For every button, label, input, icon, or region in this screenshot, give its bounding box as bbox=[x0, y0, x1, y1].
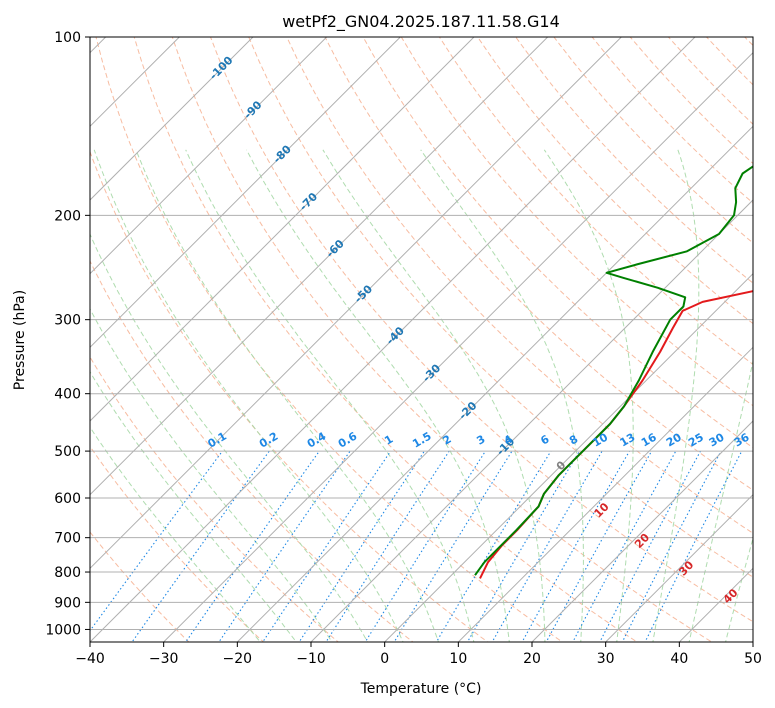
y-tick-label: 700 bbox=[54, 531, 81, 547]
isotherm-line bbox=[605, 493, 753, 642]
isotherm-line bbox=[90, 37, 328, 275]
x-axis: −40 −30 −20 −10 0 10 20 30 40 50 bbox=[75, 642, 762, 667]
y-axis: 100 200 300 400 500 600 700 800 900 1000 bbox=[45, 30, 90, 638]
x-tick-label: 0 bbox=[380, 651, 389, 667]
isotherm-line bbox=[90, 37, 549, 496]
dewpoint-line bbox=[474, 165, 753, 576]
isotherm-line bbox=[90, 37, 475, 422]
isotherm-line bbox=[457, 346, 753, 642]
moist-adiabat-line bbox=[543, 149, 634, 642]
x-tick-label: 10 bbox=[449, 651, 467, 667]
skewed-isotherms bbox=[90, 37, 753, 642]
y-tick-label: 800 bbox=[54, 565, 81, 581]
plot-area: -100-90-80-70-60-50-40-30-20-100.1 0.2 0.4… bbox=[90, 37, 753, 642]
x-tick-label: 40 bbox=[670, 651, 688, 667]
dry-adiabat-line bbox=[90, 531, 190, 642]
isotherm-line bbox=[90, 37, 254, 201]
moist-adiabat-line bbox=[90, 308, 333, 642]
x-tick-label: 20 bbox=[523, 651, 541, 667]
moist-adiabat-line bbox=[725, 536, 753, 642]
x-tick-label: −30 bbox=[149, 651, 179, 667]
moist-adiabat-line bbox=[420, 149, 584, 642]
chart-title: wetPf2_GN04.2025.187.11.58.G14 bbox=[282, 12, 560, 32]
x-tick-label: 50 bbox=[744, 651, 762, 667]
y-axis-title: Pressure (hPa) bbox=[12, 290, 28, 390]
isotherm-line bbox=[384, 272, 753, 642]
x-axis-title: Temperature (°C) bbox=[360, 681, 482, 697]
x-tick-label: 30 bbox=[597, 651, 615, 667]
plot-frame bbox=[89, 36, 754, 643]
moist-adiabat-line bbox=[688, 358, 753, 642]
isotherm-line bbox=[90, 37, 696, 642]
moist-adiabat-line bbox=[90, 370, 297, 642]
y-tick-label: 500 bbox=[54, 444, 81, 460]
dry-adiabat-line bbox=[324, 37, 753, 491]
isotherm-line bbox=[310, 199, 753, 642]
isotherm-line bbox=[90, 37, 622, 570]
y-tick-label: 200 bbox=[54, 208, 81, 224]
y-tick-label: 100 bbox=[54, 30, 81, 46]
moist-adiabat-line bbox=[93, 149, 404, 642]
isotherm-line bbox=[236, 125, 753, 642]
moist-adiabat-line bbox=[322, 149, 546, 642]
y-tick-label: 300 bbox=[54, 313, 81, 329]
moist-adiabats bbox=[90, 149, 753, 642]
moist-adiabat-line bbox=[185, 149, 475, 642]
isotherm-line bbox=[163, 51, 753, 642]
isotherm-line bbox=[90, 37, 401, 349]
moist-adiabat-line bbox=[90, 232, 369, 642]
moist-adiabat-line bbox=[652, 149, 700, 642]
x-tick-label: −40 bbox=[75, 651, 105, 667]
x-tick-label: −20 bbox=[223, 651, 253, 667]
y-tick-label: 1000 bbox=[45, 622, 81, 638]
profile-series bbox=[474, 165, 753, 579]
x-tick-label: −10 bbox=[296, 651, 326, 667]
dry-adiabat-line bbox=[400, 37, 753, 407]
dry-adiabat-line bbox=[171, 37, 713, 642]
y-tick-label: 400 bbox=[54, 387, 81, 403]
isotherm-line bbox=[531, 420, 753, 642]
y-tick-label: 600 bbox=[54, 491, 81, 507]
y-tick-label: 900 bbox=[54, 595, 81, 611]
moist-adiabat-line bbox=[90, 426, 261, 642]
pressure-gridlines bbox=[90, 37, 753, 630]
moist-adiabat-line bbox=[135, 149, 440, 642]
moist-adiabat-line bbox=[246, 149, 510, 642]
